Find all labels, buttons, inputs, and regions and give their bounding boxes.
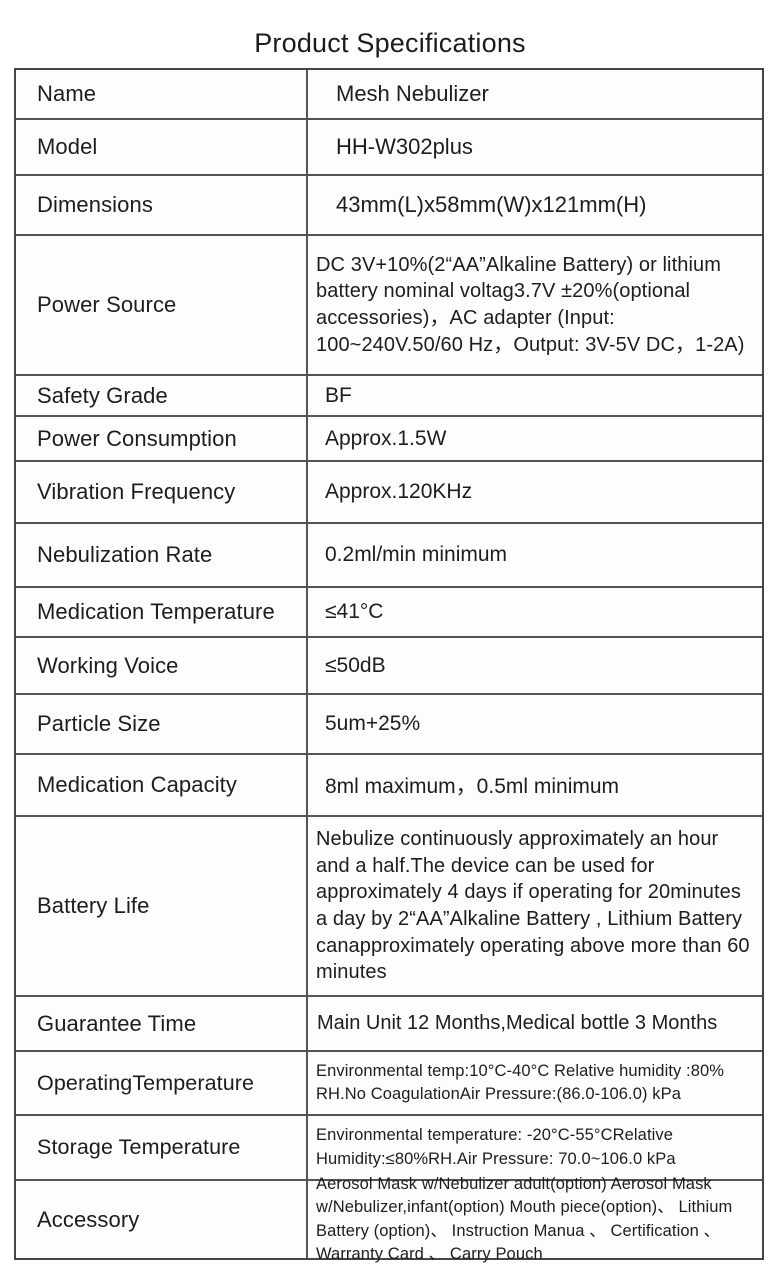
table-row-model: Model HH-W302plus (16, 118, 762, 174)
table-row-dimensions: Dimensions 43mm(L)x58mm(W)x121mm(H) (16, 174, 762, 234)
spec-label: Medication Capacity (16, 755, 308, 815)
product-spec-table: Name Mesh Nebulizer Model HH-W302plus Di… (14, 68, 764, 1263)
spec-label: Nebulization Rate (16, 524, 308, 586)
spec-value: HH-W302plus (336, 134, 473, 159)
table-row-operating-temperature: OperatingTemperature Environmental temp:… (16, 1050, 762, 1114)
spec-value: 43mm(L)x58mm(W)x121mm(H) (336, 192, 647, 217)
spec-value: Approx.1.5W (325, 426, 447, 450)
table-row-accessory: Accessory Aerosol Mask w/Nebulizer adult… (16, 1174, 762, 1263)
spec-label: Guarantee Time (16, 997, 308, 1050)
spec-label: Power Source (16, 236, 308, 374)
spec-value: Main Unit 12 Months,Medical bottle 3 Mon… (317, 1012, 718, 1034)
spec-value: Environmental temp:10°C-40°C Relative hu… (316, 1061, 725, 1103)
table-row-guarantee-time: Guarantee Time Main Unit 12 Months,Medic… (16, 995, 762, 1050)
spec-value: ≤41°C (325, 600, 384, 623)
spec-label: Accessory (16, 1181, 308, 1258)
table-row-medication-capacity: Medication Capacity 8ml maximum，0.5ml mi… (16, 753, 762, 815)
spec-value: Mesh Nebulizer (336, 81, 489, 106)
table-row-name: Name Mesh Nebulizer (16, 70, 762, 118)
spec-label: Medication Temperature (16, 588, 308, 636)
spec-value: BF (325, 383, 352, 407)
spec-label: Power Consumption (16, 417, 308, 460)
spec-value: Approx.120KHz (325, 480, 473, 503)
spec-value: Environmental temperature: -20°C-55°CRel… (316, 1126, 676, 1168)
spec-value: 5um+25% (325, 712, 421, 735)
spec-value: ≤50dB (325, 653, 386, 677)
spec-value: 8ml maximum，0.5ml minimum (325, 775, 620, 798)
spec-label: Dimensions (16, 176, 308, 234)
page-title: Product Specifications (254, 28, 526, 58)
spec-value: 0.2ml/min minimum (325, 543, 508, 566)
spec-label: Working Voice (16, 638, 308, 693)
spec-label: OperatingTemperature (16, 1052, 308, 1114)
spec-value: Nebulize continuously approximately an h… (316, 828, 750, 984)
table-row-battery-life: Battery Life Nebulize continuously appro… (16, 815, 762, 995)
table-row-vibration-frequency: Vibration Frequency Approx.120KHz (16, 460, 762, 522)
table-row-medication-temperature: Medication Temperature ≤41°C (16, 586, 762, 636)
spec-label: Vibration Frequency (16, 462, 308, 522)
spec-label: Battery Life (16, 817, 308, 995)
table-row-power-consumption: Power Consumption Approx.1.5W (16, 415, 762, 460)
table-row-power-source: Power Source DC 3V+10%(2“AA”Alkaline Bat… (16, 234, 762, 374)
table-row-particle-size: Particle Size 5um+25% (16, 693, 762, 753)
spec-label: Safety Grade (16, 376, 308, 415)
spec-value: DC 3V+10%(2“AA”Alkaline Battery) or lith… (316, 253, 745, 356)
table-row-safety-grade: Safety Grade BF (16, 374, 762, 415)
table-row-nebulization-rate: Nebulization Rate 0.2ml/min minimum (16, 522, 762, 586)
spec-label: Name (16, 70, 308, 118)
spec-label: Particle Size (16, 695, 308, 753)
spec-label: Storage Temperature (16, 1116, 308, 1179)
spec-value: Aerosol Mask w/Nebulizer adult(option) A… (316, 1174, 733, 1263)
table-row-storage-temperature: Storage Temperature Environmental temper… (16, 1114, 762, 1179)
spec-label: Model (16, 120, 308, 174)
table-row-working-voice: Working Voice ≤50dB (16, 636, 762, 693)
